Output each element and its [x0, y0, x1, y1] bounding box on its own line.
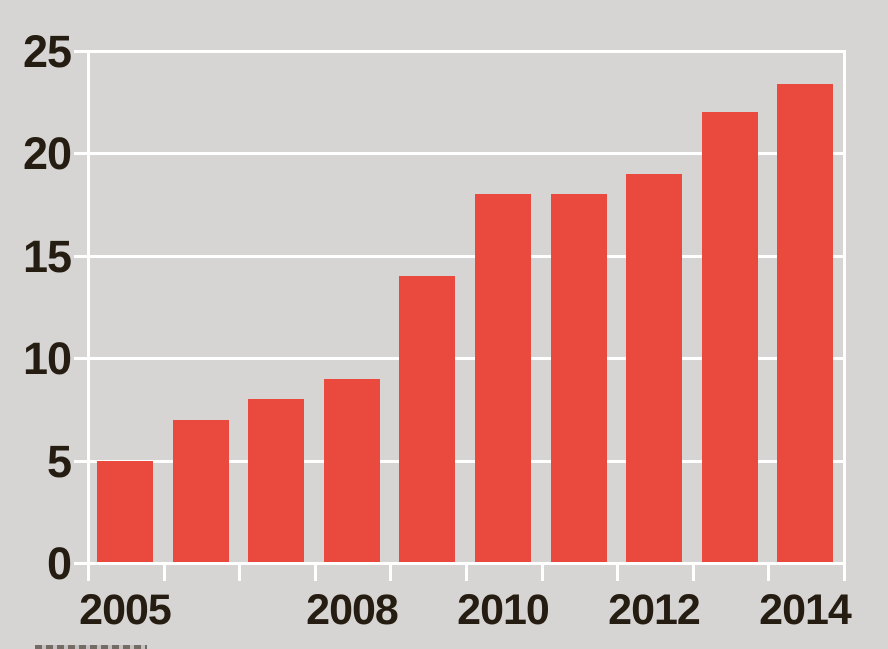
- x-axis-baseline: [74, 562, 846, 565]
- right-border-line: [843, 51, 846, 565]
- x-axis-tick: [616, 564, 619, 581]
- x-axis-label-2008: 2008: [306, 586, 399, 634]
- x-axis-tick: [692, 564, 695, 581]
- gridline-25: [74, 50, 846, 53]
- bar-2013: [702, 112, 758, 562]
- x-axis-label-2010: 2010: [457, 586, 550, 634]
- y-axis-label-20: 20: [22, 128, 72, 179]
- x-axis-label-2005: 2005: [79, 586, 172, 634]
- x-axis-label-2012: 2012: [608, 586, 701, 634]
- x-axis-tick: [541, 564, 544, 581]
- bar-2011: [551, 194, 607, 562]
- bar-2008: [324, 379, 380, 562]
- bar-2012: [626, 174, 682, 562]
- y-axis-label-5: 5: [46, 436, 72, 487]
- x-axis-tick: [767, 564, 770, 581]
- bar-2005: [97, 461, 153, 562]
- y-axis-label-25: 25: [22, 26, 72, 77]
- bar-2007: [248, 399, 304, 562]
- cut-off-caption-text: [35, 645, 147, 649]
- y-axis-label-10: 10: [22, 333, 72, 384]
- bar-2014: [777, 84, 833, 562]
- y-axis-label-0: 0: [46, 538, 72, 589]
- x-axis-tick: [843, 564, 846, 581]
- bar-2006: [173, 420, 229, 562]
- x-axis-tick: [389, 564, 392, 581]
- bar-2009: [399, 276, 455, 562]
- x-axis-tick: [163, 564, 166, 581]
- x-axis-tick: [314, 564, 317, 581]
- y-axis-label-15: 15: [22, 231, 72, 282]
- x-axis-tick: [87, 564, 90, 581]
- x-axis-tick: [238, 564, 241, 581]
- x-axis-label-2014: 2014: [759, 586, 852, 634]
- x-axis-tick: [465, 564, 468, 581]
- y-axis-line: [87, 51, 90, 565]
- bar-2010: [475, 194, 531, 562]
